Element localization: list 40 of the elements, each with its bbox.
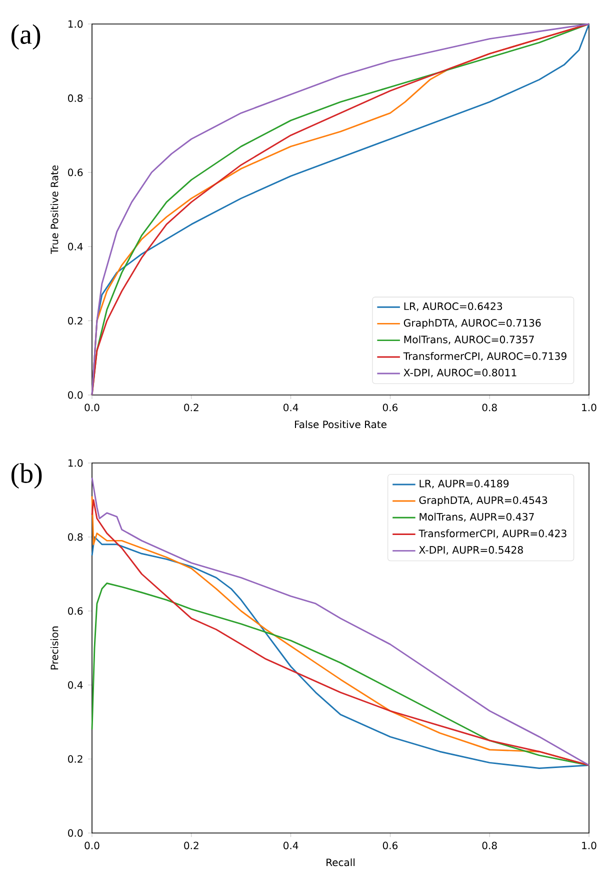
x-tick-label: 0.6 <box>382 842 398 850</box>
y-tick-label: 0.6 <box>68 607 83 615</box>
x-tick-label: 1.0 <box>582 842 596 850</box>
x-tick-label: 1.0 <box>582 404 596 412</box>
legend-label: X-DPI, AUROC=0.8011 <box>404 368 516 378</box>
legend-label: GraphDTA, AUROC=0.7136 <box>404 318 541 329</box>
y-tick-label: 0.0 <box>68 829 83 837</box>
y-axis-title: True Positive Rate <box>50 165 58 254</box>
legend-label: LR, AUROC=0.6423 <box>404 302 502 312</box>
x-tick-label: 0.4 <box>284 842 298 850</box>
legend-label: MolTrans, AUPR=0.437 <box>420 512 534 522</box>
y-tick-label: 1.0 <box>68 459 83 467</box>
x-tick-label: 0.2 <box>184 842 198 850</box>
y-tick-label: 0.0 <box>68 391 83 399</box>
legend-label: GraphDTA, AUPR=0.4543 <box>419 496 548 506</box>
y-tick-label: 0.4 <box>68 681 83 689</box>
y-tick-label: 0.2 <box>68 317 82 325</box>
x-tick-label: 0.4 <box>284 404 298 412</box>
x-tick-label: 0.0 <box>84 842 100 850</box>
y-tick-label: 0.2 <box>68 755 82 763</box>
text: (a) <box>11 24 40 50</box>
y-tick-label: 1.0 <box>68 20 83 28</box>
y-tick-label: 0.8 <box>68 94 83 102</box>
legend-label: TransformerCPI, AUPR=0.423 <box>418 529 566 538</box>
legend-label: MolTrans, AUROC=0.7357 <box>404 335 534 344</box>
y-axis-title: Precision <box>50 626 58 670</box>
text: (b) <box>11 463 42 489</box>
x-tick-label: 0.2 <box>184 404 198 412</box>
x-tick-label: 0.8 <box>482 404 497 412</box>
x-tick-label: 0.0 <box>84 404 100 412</box>
y-tick-label: 0.4 <box>68 242 83 250</box>
y-tick-label: 0.8 <box>68 533 83 541</box>
y-tick-label: 0.6 <box>68 168 83 176</box>
x-tick-label: 0.8 <box>482 842 497 850</box>
legend-label: TransformerCPI, AUROC=0.7139 <box>403 352 566 361</box>
legend-label: LR, AUPR=0.4189 <box>420 480 509 488</box>
x-axis-title: False Positive Rate <box>295 420 386 428</box>
legend-label: X-DPI, AUPR=0.5428 <box>419 546 523 555</box>
x-tick-label: 0.6 <box>382 404 398 412</box>
x-axis-title: Recall <box>326 858 354 866</box>
